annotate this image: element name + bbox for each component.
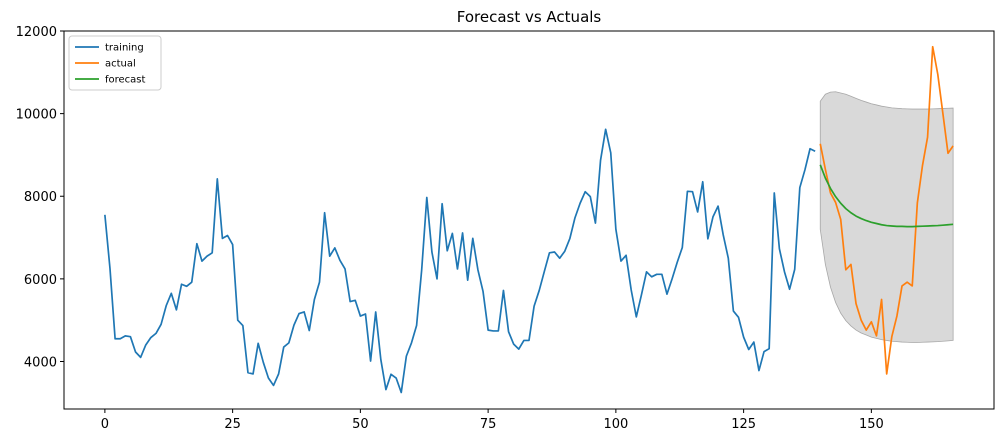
- series-line-forecast: [819, 164, 954, 228]
- x-tick-label: 100: [603, 417, 628, 432]
- legend-box: [68, 35, 162, 91]
- x-tick-label: 125: [731, 417, 756, 432]
- y-tick-label: 10000: [16, 108, 57, 123]
- y-tick-label: 4000: [24, 355, 57, 370]
- y-tick-label: 12000: [16, 25, 57, 40]
- legend: training actual forecast: [68, 35, 162, 91]
- x-tick-label: 150: [859, 417, 884, 432]
- x-tick-label: 50: [352, 417, 369, 432]
- x-tick-label: 25: [224, 417, 241, 432]
- y-tick-label: 6000: [24, 273, 57, 288]
- series-line-training: [104, 128, 816, 394]
- axis-layer: 0 25 50 75 100 125 150 4000 6000 8000 10000 12000: [16, 25, 884, 432]
- x-tick-label: 0: [101, 417, 109, 432]
- legend-label-actual: actual: [105, 59, 136, 70]
- series-layer: [104, 45, 954, 394]
- legend-label-training: training: [105, 43, 144, 54]
- plot-frame: [63, 30, 995, 410]
- x-tick-label: 75: [480, 417, 497, 432]
- series-line-actual: [819, 45, 954, 375]
- y-tick-label: 8000: [24, 190, 57, 205]
- chart-title: Forecast vs Actuals: [457, 8, 602, 26]
- legend-label-forecast: forecast: [105, 75, 146, 86]
